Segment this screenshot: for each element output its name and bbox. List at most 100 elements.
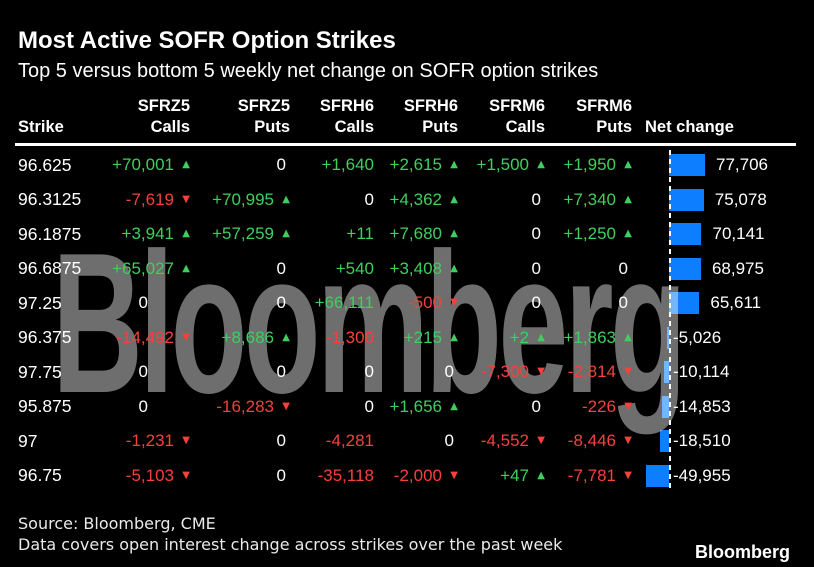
oi-change-value: -8,446 bbox=[567, 431, 616, 451]
oi-change-value: +57,259 bbox=[212, 224, 274, 244]
oi-change-value: 0 bbox=[276, 258, 286, 278]
oi-change-value: 0 bbox=[531, 293, 541, 313]
net-change-value: -5,026 bbox=[673, 327, 722, 347]
oi-change-cell: +11 bbox=[290, 224, 374, 244]
oi-change-cell: -226 ▼ bbox=[545, 397, 632, 417]
up-arrow-icon: ▲ bbox=[624, 193, 632, 205]
oi-change-value: +1,250 bbox=[563, 224, 616, 244]
oi-change-value: +1,950 bbox=[563, 155, 616, 175]
oi-change-value: -5,103 bbox=[125, 465, 174, 485]
net-change-bar bbox=[669, 257, 701, 280]
oi-change-value: +1,640 bbox=[321, 155, 374, 175]
strike-value: 96.75 bbox=[18, 465, 62, 486]
oi-change-cell: +1,863 ▲ bbox=[545, 328, 632, 348]
net-change-value: 77,706 bbox=[716, 155, 768, 175]
down-arrow-icon: ▼ bbox=[182, 193, 190, 205]
oi-change-cell: +8,686 ▲ bbox=[190, 328, 290, 348]
net-change-bar bbox=[664, 361, 669, 384]
oi-change-cell: +7,340 ▲ bbox=[545, 190, 632, 210]
net-change-value: -49,955 bbox=[673, 465, 731, 485]
oi-change-value: -7,300 bbox=[480, 362, 529, 382]
chart-title: Most Active SOFR Option Strikes bbox=[18, 27, 396, 54]
oi-change-cell: 0 bbox=[190, 431, 290, 451]
down-arrow-icon: ▼ bbox=[182, 435, 190, 447]
strike-value: 97 bbox=[18, 430, 38, 451]
net-change-value: -18,510 bbox=[673, 431, 731, 451]
oi-change-value: -1,231 bbox=[125, 431, 174, 451]
oi-change-value: +1,656 bbox=[389, 396, 442, 416]
column-header: SFRM6 Puts bbox=[576, 97, 632, 136]
oi-change-cell: 0 bbox=[190, 362, 290, 382]
oi-change-value: +1,500 bbox=[476, 155, 529, 175]
oi-change-cell: 0 bbox=[458, 190, 545, 210]
oi-change-cell: +7,680 ▲ bbox=[374, 224, 458, 244]
oi-change-cell: +1,250 ▲ bbox=[545, 224, 632, 244]
up-arrow-icon: ▲ bbox=[624, 159, 632, 171]
oi-change-cell: -7,300 ▼ bbox=[458, 362, 545, 382]
strike-value: 96.625 bbox=[18, 154, 72, 175]
net-change-value: 68,975 bbox=[711, 258, 764, 278]
oi-change-value: 0 bbox=[276, 465, 286, 485]
up-arrow-icon: ▲ bbox=[450, 159, 458, 171]
oi-change-cell: +1,950 ▲ bbox=[545, 155, 632, 175]
oi-change-value: -2,814 bbox=[567, 362, 616, 382]
down-arrow-icon: ▼ bbox=[624, 400, 632, 412]
up-arrow-icon: ▲ bbox=[537, 331, 545, 343]
source-note: Source: Bloomberg, CME bbox=[18, 514, 216, 533]
net-change-bar bbox=[660, 430, 669, 453]
oi-change-cell: 0 bbox=[545, 259, 632, 279]
oi-change-cell: -8,446 ▼ bbox=[545, 431, 632, 451]
oi-change-value: +1,863 bbox=[563, 327, 616, 347]
chart-subtitle: Top 5 versus bottom 5 weekly net change … bbox=[18, 60, 599, 82]
net-change-value: 70,141 bbox=[712, 224, 765, 244]
oi-change-value: 0 bbox=[364, 396, 374, 416]
oi-change-value: -7,619 bbox=[125, 189, 174, 209]
oi-change-value: -1,300 bbox=[325, 327, 374, 347]
oi-change-cell: +1,500 ▲ bbox=[458, 155, 545, 175]
oi-change-value: 0 bbox=[138, 293, 148, 313]
oi-change-value: 0 bbox=[276, 293, 286, 313]
oi-change-cell: +1,640 bbox=[290, 155, 374, 175]
oi-change-value: +70,995 bbox=[212, 189, 274, 209]
net-change-value: -14,853 bbox=[673, 396, 731, 416]
oi-change-cell: 0 bbox=[190, 293, 290, 313]
oi-change-cell: 0 bbox=[95, 362, 190, 382]
up-arrow-icon: ▲ bbox=[450, 228, 458, 240]
oi-change-value: -4,552 bbox=[480, 431, 529, 451]
oi-change-cell: -14,492 ▼ bbox=[95, 328, 190, 348]
oi-change-cell: +3,408 ▲ bbox=[374, 259, 458, 279]
up-arrow-icon: ▲ bbox=[537, 159, 545, 171]
oi-change-cell: +66,111 bbox=[290, 293, 374, 313]
table-row: 95.875 0 -16,283 ▼ 0 +1,656 ▲ 0 -226 ▼ -14,853 bbox=[0, 390, 814, 425]
column-header: Strike bbox=[18, 118, 64, 136]
table-header: Strike SFRZ5 Calls SFRZ5 Puts SFRH6 Calls SFRH6… bbox=[0, 96, 814, 138]
oi-change-cell: +215 ▲ bbox=[374, 328, 458, 348]
oi-change-value: -226 bbox=[581, 396, 616, 416]
oi-change-value: -7,781 bbox=[567, 465, 616, 485]
up-arrow-icon: ▲ bbox=[182, 228, 190, 240]
oi-change-value: +215 bbox=[403, 327, 442, 347]
data-note: Data covers open interest change across … bbox=[18, 535, 563, 554]
up-arrow-icon: ▲ bbox=[450, 400, 458, 412]
down-arrow-icon: ▼ bbox=[182, 331, 190, 343]
column-header: SFRZ5 Puts bbox=[237, 97, 290, 136]
strike-value: 96.3125 bbox=[18, 189, 82, 210]
up-arrow-icon: ▲ bbox=[624, 228, 632, 240]
oi-change-value: 0 bbox=[618, 258, 628, 278]
oi-change-value: +2,615 bbox=[389, 155, 442, 175]
oi-change-cell: 0 bbox=[458, 397, 545, 417]
oi-change-cell: -5,103 ▼ bbox=[95, 466, 190, 486]
oi-change-cell: 0 bbox=[190, 155, 290, 175]
net-change-bar bbox=[666, 326, 669, 349]
oi-change-value: -4,281 bbox=[325, 431, 374, 451]
oi-change-cell: +65,027 ▲ bbox=[95, 259, 190, 279]
oi-change-cell: -1,231 ▼ bbox=[95, 431, 190, 451]
oi-change-value: -2,000 bbox=[393, 465, 442, 485]
oi-change-value: -500 bbox=[407, 293, 442, 313]
oi-change-value: +3,941 bbox=[121, 224, 174, 244]
column-header: SFRZ5 Calls bbox=[137, 97, 190, 136]
net-change-bar bbox=[669, 188, 704, 211]
oi-change-value: -14,492 bbox=[116, 327, 174, 347]
oi-change-value: +11 bbox=[346, 224, 374, 244]
